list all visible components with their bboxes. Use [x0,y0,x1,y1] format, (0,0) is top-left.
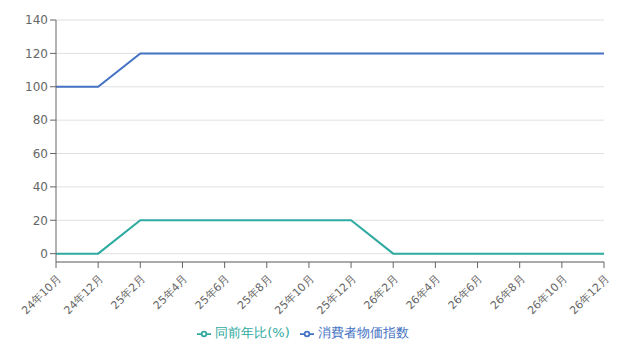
svg-text:26年10月: 26年10月 [525,273,570,318]
svg-text:120: 120 [25,47,48,61]
svg-text:24年10月: 24年10月 [19,273,64,318]
svg-text:60: 60 [33,147,48,161]
svg-text:40: 40 [33,180,48,194]
svg-text:26年6月: 26年6月 [446,273,486,313]
svg-text:25年8月: 25年8月 [235,273,275,313]
html-text:消費者物価指数: 消費者物価指数 [317,325,409,340]
svg-text:25年6月: 25年6月 [193,273,233,313]
svg-text:20: 20 [33,214,48,228]
svg-text:25年10月: 25年10月 [272,273,317,318]
svg-text:26年12月: 26年12月 [567,273,612,318]
svg-text:25年2月: 25年2月 [108,273,148,313]
svg-text:26年2月: 26年2月 [361,273,401,313]
svg-text:100: 100 [25,80,48,94]
svg-text:25年12月: 25年12月 [314,273,359,318]
svg-text:25年4月: 25年4月 [151,273,191,313]
svg-text:26年4月: 26年4月 [404,273,444,313]
svg-text:80: 80 [33,113,48,127]
svg-text:140: 140 [25,13,48,27]
html-text:同前年比(%): 同前年比(%) [215,325,290,340]
svg-text:26年8月: 26年8月 [488,273,528,313]
svg-text:24年12月: 24年12月 [61,273,106,318]
svg-text:0: 0 [40,247,48,261]
